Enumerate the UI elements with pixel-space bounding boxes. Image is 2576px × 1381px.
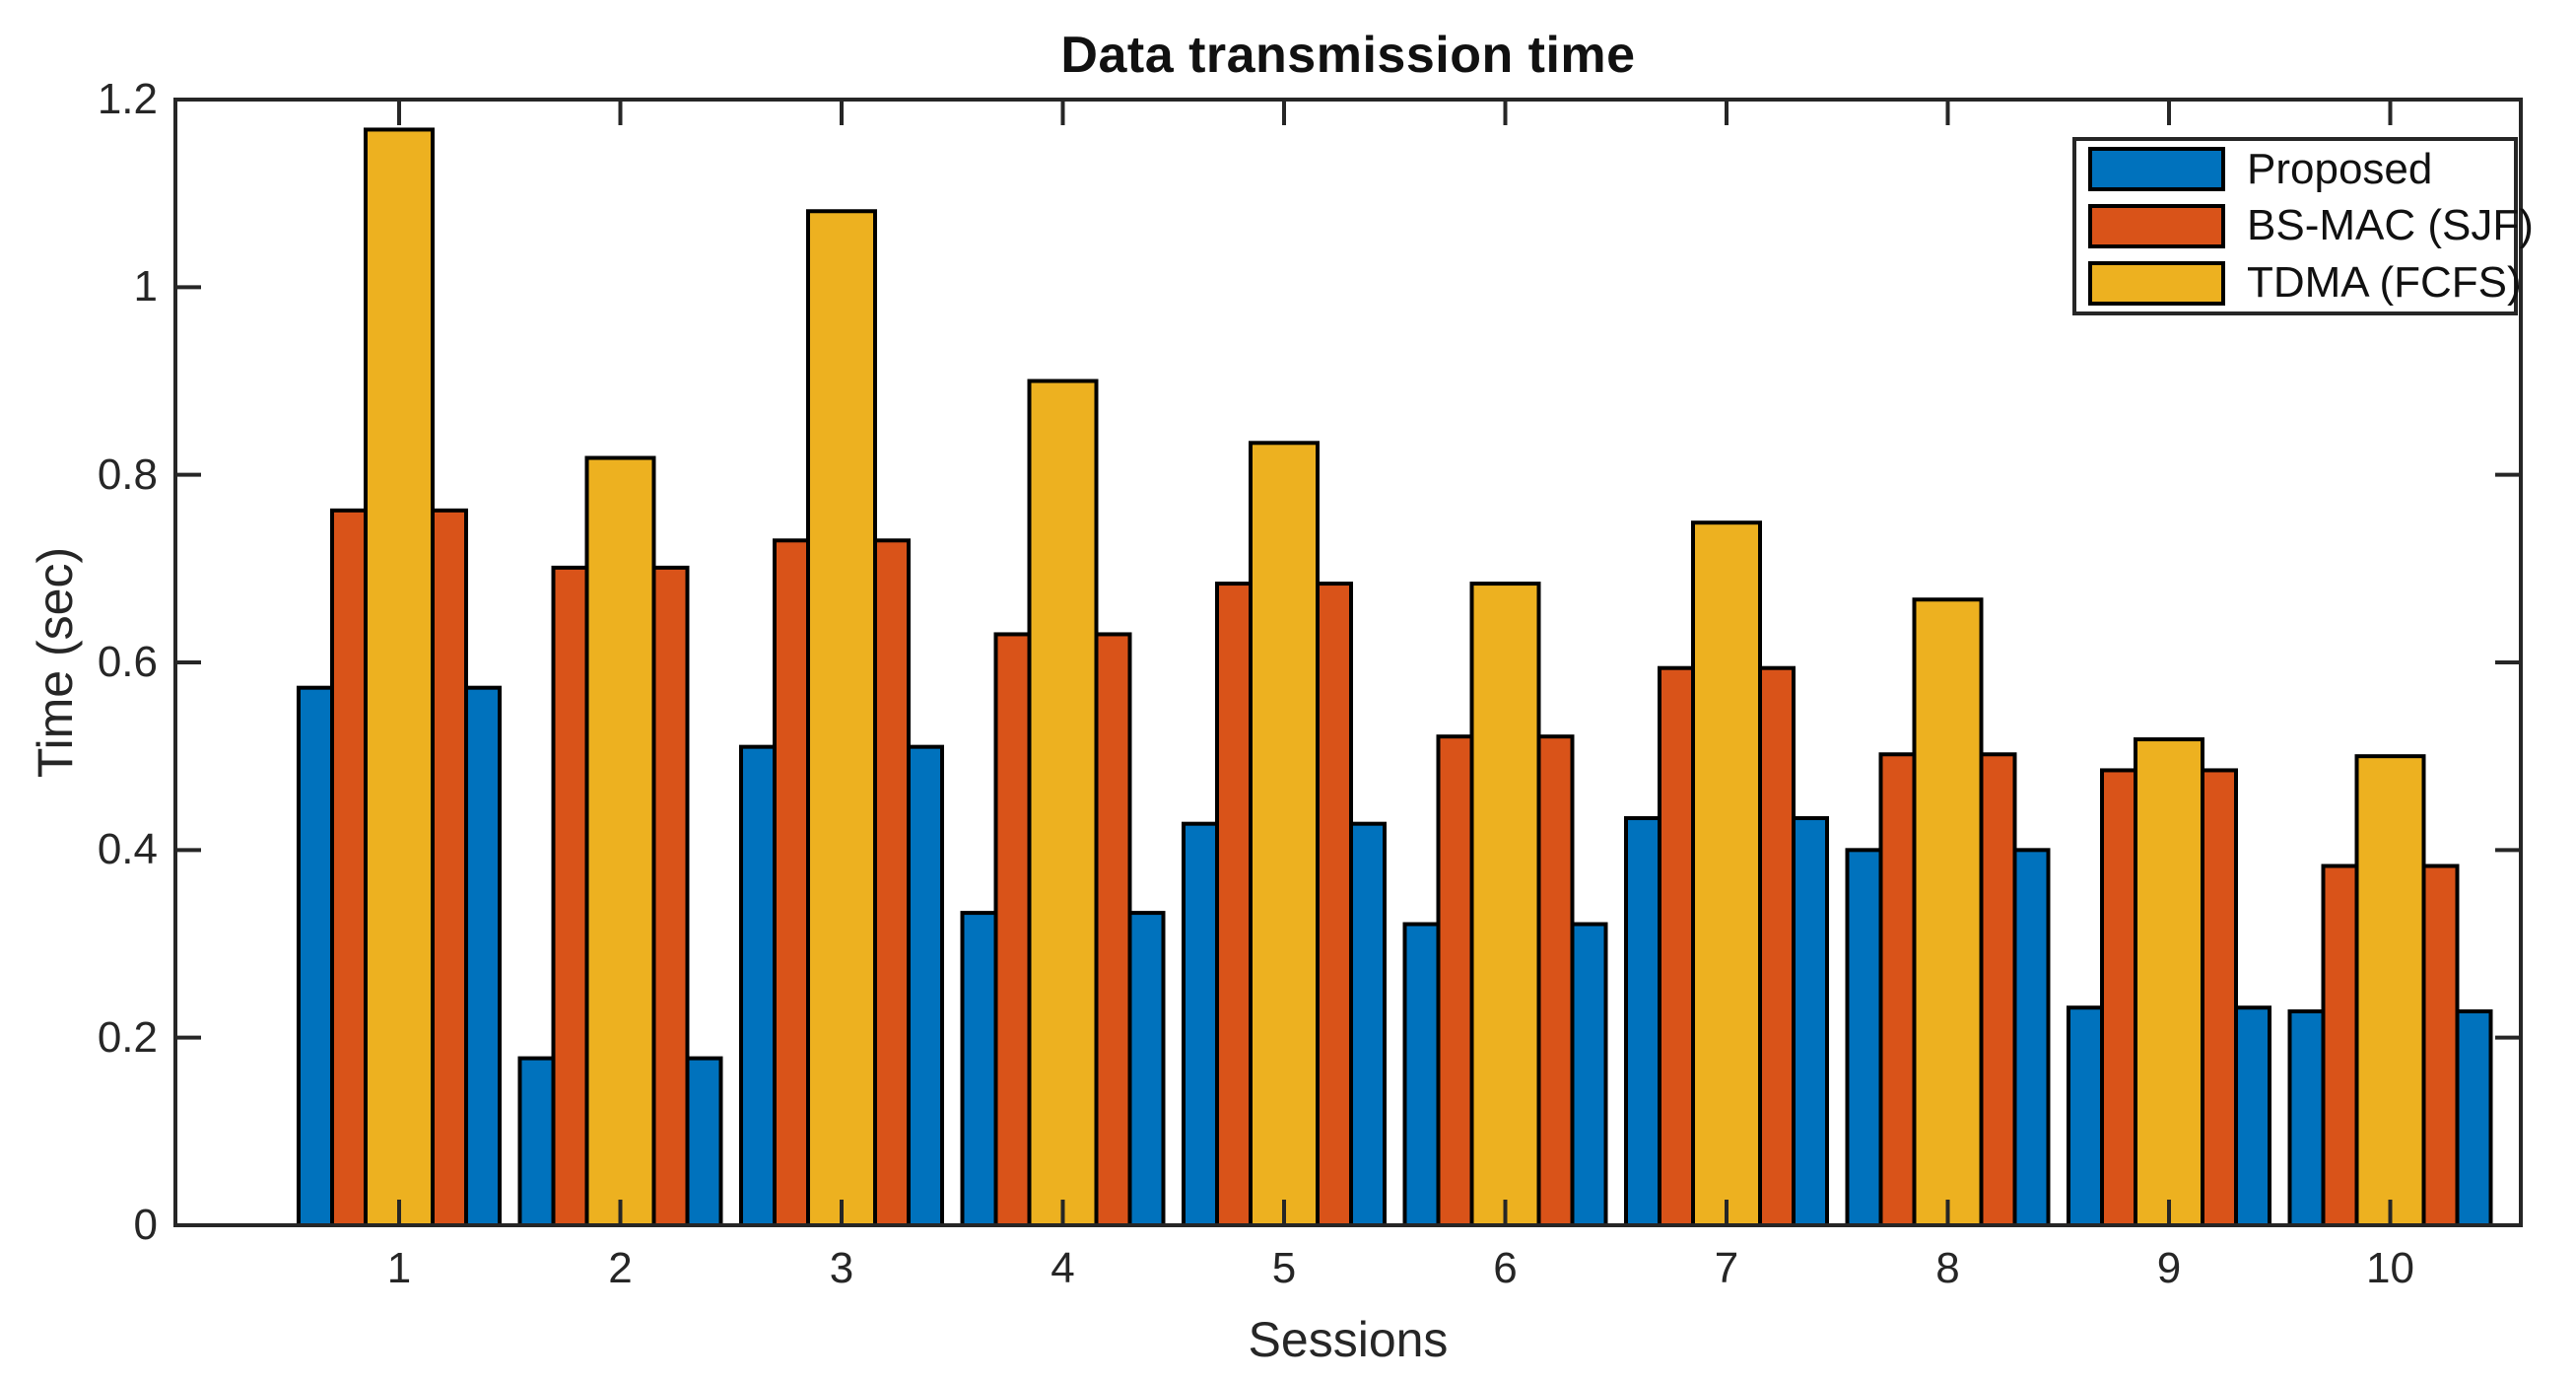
y-tick-label: 0 <box>133 1201 158 1249</box>
bar-bsmac-right-s7 <box>1758 665 1796 1227</box>
y-tick-label: 0.8 <box>97 449 158 499</box>
bar-proposed-right-s4 <box>1127 911 1166 1227</box>
bar-bsmac-right-s1 <box>431 508 468 1227</box>
legend: Proposed BS-MAC (SJF) TDMA (FCFS) <box>2072 137 2534 315</box>
bar-bsmac-right-s4 <box>1094 632 1132 1227</box>
bar-proposed-right-s2 <box>685 1056 723 1228</box>
bar-proposed-left-s5 <box>1182 821 1219 1227</box>
legend-swatch-icon <box>2088 203 2225 248</box>
bar-proposed-left-s7 <box>1624 815 1661 1228</box>
x-tick-label: 2 <box>608 1244 633 1292</box>
bar-proposed-left-s2 <box>517 1056 556 1228</box>
bar-proposed-left-s3 <box>739 744 777 1228</box>
bar-bsmac-right-s6 <box>1536 734 1575 1227</box>
y-tick-label: 0.4 <box>97 825 158 874</box>
bar-proposed-right-s8 <box>2012 848 2051 1227</box>
bar-proposed-right-s7 <box>1792 815 1829 1228</box>
bar-bsmac-right-s2 <box>651 565 690 1227</box>
x-tick-label: 6 <box>1493 1244 1518 1292</box>
bar-proposed-right-s9 <box>2234 1005 2271 1227</box>
x-tick-label: 7 <box>1714 1244 1739 1292</box>
chart-title: Data transmission time <box>1060 27 1636 84</box>
y-tick-label: 0.2 <box>97 1012 158 1062</box>
bar-bsmac-right-s8 <box>1979 752 2017 1227</box>
x-tick-label: 3 <box>829 1244 854 1292</box>
x-tick-label: 4 <box>1051 1244 1075 1292</box>
bar-proposed-right-s5 <box>1349 821 1387 1227</box>
x-tick-label: 5 <box>1271 1244 1297 1292</box>
legend-swatch-icon <box>2088 147 2225 192</box>
bar-proposed-left-s8 <box>1845 848 1883 1227</box>
x-tick-label: 1 <box>386 1244 412 1292</box>
bar-bsmac-right-s5 <box>1316 582 1353 1227</box>
x-axis-label: Sessions <box>1248 1312 1449 1367</box>
bar-bsmac-left-s3 <box>773 538 810 1227</box>
bar-bsmac-left-s10 <box>2321 863 2359 1227</box>
bar-tdma-s4 <box>1027 379 1099 1227</box>
bar-bsmac-right-s9 <box>2201 768 2238 1227</box>
bar-proposed-right-s10 <box>2455 1009 2493 1228</box>
legend-label: Proposed <box>2247 144 2433 193</box>
bar-tdma-s6 <box>1469 582 1541 1227</box>
legend-label: BS-MAC (SJF) <box>2247 201 2534 250</box>
x-tick-label: 8 <box>1935 1244 1960 1292</box>
bar-bsmac-left-s6 <box>1436 734 1474 1227</box>
bar-proposed-left-s10 <box>2287 1009 2326 1228</box>
bar-proposed-left-s1 <box>297 685 334 1227</box>
bar-tdma-s1 <box>364 127 435 1227</box>
bar-tdma-s7 <box>1691 520 1762 1227</box>
bar-proposed-left-s9 <box>2067 1005 2104 1227</box>
legend-label: TDMA (FCFS) <box>2247 258 2522 308</box>
bar-tdma-s10 <box>2354 754 2426 1228</box>
bar-tdma-s5 <box>1249 441 1320 1227</box>
bar-bsmac-left-s5 <box>1215 582 1253 1227</box>
legend-item-0: Proposed <box>2088 145 2514 194</box>
bar-bsmac-left-s1 <box>330 508 368 1227</box>
legend-item-1: BS-MAC (SJF) <box>2088 201 2534 250</box>
bar-proposed-right-s3 <box>907 744 944 1228</box>
bar-proposed-left-s6 <box>1402 922 1441 1227</box>
bar-proposed-right-s6 <box>1570 922 1608 1227</box>
y-tick-label: 1 <box>133 262 158 311</box>
bar-tdma-s8 <box>1912 597 1984 1227</box>
x-tick-label: 10 <box>2366 1244 2414 1292</box>
bar-bsmac-left-s9 <box>2100 768 2137 1227</box>
x-tick-label: 9 <box>2156 1244 2182 1292</box>
bar-bsmac-left-s2 <box>551 565 589 1227</box>
y-tick-label: 0.6 <box>97 638 158 686</box>
bar-tdma-s9 <box>2134 737 2204 1228</box>
bar-bsmac-left-s8 <box>1878 752 1917 1227</box>
y-tick-label: 1.2 <box>97 75 158 123</box>
legend-swatch-icon <box>2088 260 2225 306</box>
bar-proposed-left-s4 <box>960 911 998 1227</box>
bar-tdma-s3 <box>806 209 877 1228</box>
bar-bsmac-left-s4 <box>993 632 1032 1227</box>
bar-tdma-s2 <box>584 455 656 1227</box>
bar-bsmac-right-s10 <box>2421 863 2460 1227</box>
bar-bsmac-left-s7 <box>1658 665 1695 1227</box>
bar-proposed-right-s1 <box>464 685 502 1227</box>
legend-item-2: TDMA (FCFS) <box>2088 258 2522 308</box>
bar-bsmac-right-s3 <box>873 538 911 1227</box>
